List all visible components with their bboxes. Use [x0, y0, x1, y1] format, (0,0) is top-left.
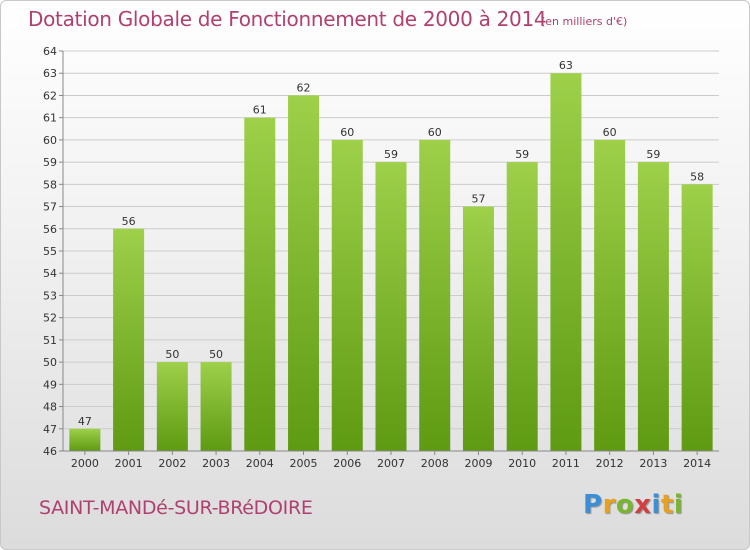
- brand-letter: o: [615, 490, 635, 520]
- data-label-2004: 61: [253, 104, 267, 117]
- y-tick-label: 58: [43, 178, 57, 191]
- bar-2007: [375, 162, 407, 451]
- x-tick-label: 2003: [202, 457, 230, 470]
- y-tick-label: 57: [43, 201, 57, 214]
- y-tick-label: 52: [43, 312, 57, 325]
- x-tick-label: 2009: [464, 457, 492, 470]
- y-tick-label: 49: [43, 378, 57, 391]
- bar-2014: [681, 184, 713, 452]
- bar-2011: [550, 73, 582, 451]
- y-tick-label: 61: [43, 112, 57, 125]
- x-tick-label: 2008: [421, 457, 449, 470]
- x-tick-label: 2014: [683, 457, 711, 470]
- x-tick-label: 2005: [290, 457, 318, 470]
- brand-letter: r: [602, 490, 616, 520]
- y-tick-label: 48: [43, 401, 57, 414]
- data-label-2003: 50: [209, 348, 223, 361]
- y-tick-label: 63: [43, 67, 57, 80]
- commune-name: SAINT-MANDé-SUR-BRéDOIRE: [39, 497, 313, 519]
- y-tick-label: 47: [43, 423, 57, 436]
- data-label-2012: 60: [603, 126, 617, 139]
- x-tick-label: 2013: [639, 457, 667, 470]
- brand-letter: i: [651, 490, 661, 520]
- data-label-2000: 47: [78, 415, 92, 428]
- y-tick-label: 62: [43, 89, 57, 102]
- bar-2005: [288, 95, 320, 451]
- x-tick-label: 2001: [115, 457, 143, 470]
- bar-2002: [156, 362, 188, 451]
- proxiti-logo[interactable]: Proxiti: [583, 490, 683, 520]
- brand-letter: P: [583, 490, 603, 520]
- bar-2006: [331, 139, 363, 451]
- y-tick-label: 59: [43, 156, 57, 169]
- x-tick-label: 2011: [552, 457, 580, 470]
- y-tick-label: 53: [43, 289, 57, 302]
- bar-2008: [419, 139, 451, 451]
- data-label-2008: 60: [428, 126, 442, 139]
- y-tick-label: 55: [43, 245, 57, 258]
- x-tick-label: 2002: [158, 457, 186, 470]
- brand-letter: i: [673, 490, 684, 520]
- bars: [69, 73, 713, 452]
- data-labels: 47 56 50 50 61 62 60 59 60 57 59 63 60 59 58: [78, 59, 704, 428]
- axes: 46 47 48 49 50 51 52 53 54 55 56 57 58 59 60 61 62 63 64 20…: [43, 45, 719, 470]
- data-label-2011: 63: [559, 59, 573, 72]
- data-label-2001: 56: [122, 215, 136, 228]
- chart-unit-note: (en milliers d'€): [541, 15, 628, 28]
- y-tick-label: 54: [43, 267, 57, 280]
- y-tick-label: 50: [43, 356, 57, 369]
- bar-2010: [506, 162, 538, 451]
- data-label-2014: 58: [690, 170, 704, 183]
- bar-2012: [594, 139, 626, 451]
- bar-2004: [244, 117, 276, 452]
- x-tick-label: 2012: [596, 457, 624, 470]
- bar-2009: [462, 206, 494, 451]
- x-tick-label: 2007: [377, 457, 405, 470]
- data-label-2010: 59: [515, 148, 529, 161]
- brand-letter: t: [660, 490, 674, 520]
- chart-title: Dotation Globale de Fonctionnement de 20…: [28, 7, 547, 31]
- y-tick-label: 46: [43, 445, 57, 458]
- y-tick-label: 56: [43, 223, 57, 236]
- y-tick-label: 64: [43, 45, 57, 58]
- data-label-2007: 59: [384, 148, 398, 161]
- data-label-2002: 50: [165, 348, 179, 361]
- brand-letter: x: [634, 490, 652, 520]
- bar-2000: [69, 428, 101, 451]
- x-tick-label: 2000: [71, 457, 99, 470]
- data-label-2009: 57: [471, 193, 485, 206]
- bar-2013: [637, 162, 669, 451]
- x-tick-label: 2006: [333, 457, 361, 470]
- data-label-2005: 62: [297, 81, 311, 94]
- bar-2003: [200, 362, 232, 451]
- bar-2001: [113, 228, 145, 451]
- x-tick-label: 2010: [508, 457, 536, 470]
- y-tick-label: 51: [43, 334, 57, 347]
- data-label-2013: 59: [646, 148, 660, 161]
- data-label-2006: 60: [340, 126, 354, 139]
- x-tick-label: 2004: [246, 457, 274, 470]
- y-tick-label: 60: [43, 134, 57, 147]
